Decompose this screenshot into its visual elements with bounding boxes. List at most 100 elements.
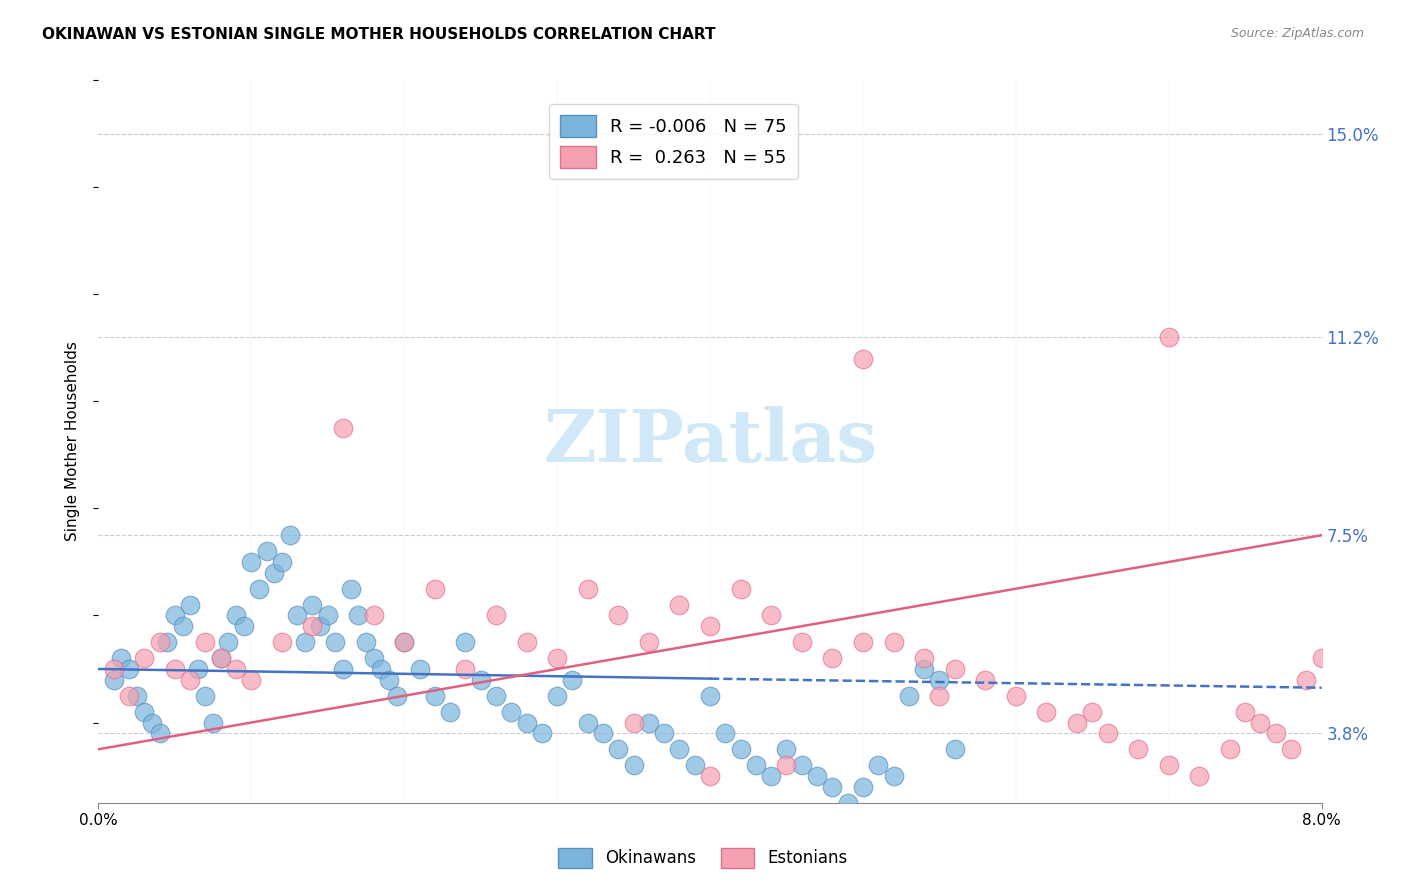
Okinawans	[294, 635, 316, 649]
Okinawans	[363, 651, 385, 665]
Estonians	[576, 582, 599, 596]
Estonians	[1128, 742, 1150, 756]
Okinawans	[912, 662, 935, 676]
Estonians	[1066, 715, 1088, 730]
Okinawans	[868, 758, 890, 772]
Okinawans	[240, 555, 263, 569]
Okinawans	[332, 662, 354, 676]
Okinawans	[110, 651, 132, 665]
Okinawans	[668, 742, 690, 756]
Okinawans	[278, 528, 301, 542]
Okinawans	[285, 608, 308, 623]
Text: OKINAWAN VS ESTONIAN SINGLE MOTHER HOUSEHOLDS CORRELATION CHART: OKINAWAN VS ESTONIAN SINGLE MOTHER HOUSE…	[42, 27, 716, 42]
Estonians	[392, 635, 416, 649]
Okinawans	[592, 726, 614, 740]
Okinawans	[247, 582, 270, 596]
Estonians	[1234, 705, 1257, 719]
Okinawans	[209, 651, 232, 665]
Text: ZIPatlas: ZIPatlas	[543, 406, 877, 477]
Okinawans	[623, 758, 645, 772]
Estonians	[134, 651, 156, 665]
Estonians	[1081, 705, 1104, 719]
Okinawans	[683, 758, 706, 772]
Okinawans	[149, 726, 172, 740]
Estonians	[546, 651, 568, 665]
Okinawans	[194, 689, 217, 703]
Okinawans	[156, 635, 179, 649]
Okinawans	[501, 705, 523, 719]
Estonians	[363, 608, 385, 623]
Estonians	[454, 662, 477, 676]
Estonians	[623, 715, 645, 730]
Estonians	[163, 662, 186, 676]
Okinawans	[202, 715, 225, 730]
Estonians	[637, 635, 661, 649]
Okinawans	[515, 715, 537, 730]
Okinawans	[576, 715, 599, 730]
Okinawans	[172, 619, 194, 633]
Estonians	[1279, 742, 1302, 756]
Okinawans	[339, 582, 361, 596]
Estonians	[225, 662, 247, 676]
Okinawans	[530, 726, 553, 740]
Estonians	[912, 651, 935, 665]
Estonians	[1157, 330, 1180, 344]
Okinawans	[316, 608, 339, 623]
Okinawans	[761, 769, 783, 783]
Okinawans	[423, 689, 446, 703]
Okinawans	[134, 705, 156, 719]
Okinawans	[454, 635, 477, 649]
Okinawans	[378, 673, 401, 687]
Okinawans	[561, 673, 583, 687]
Estonians	[1157, 758, 1180, 772]
Legend: R = -0.006   N = 75, R =  0.263   N = 55: R = -0.006 N = 75, R = 0.263 N = 55	[548, 103, 797, 178]
Estonians	[699, 769, 721, 783]
Okinawans	[270, 555, 294, 569]
Estonians	[790, 635, 813, 649]
Okinawans	[408, 662, 430, 676]
Estonians	[1295, 673, 1317, 687]
Okinawans	[714, 726, 737, 740]
Estonians	[1264, 726, 1286, 740]
Okinawans	[607, 742, 630, 756]
Okinawans	[354, 635, 377, 649]
Estonians	[761, 608, 783, 623]
Okinawans	[347, 608, 370, 623]
Text: Source: ZipAtlas.com: Source: ZipAtlas.com	[1230, 27, 1364, 40]
Okinawans	[370, 662, 392, 676]
Okinawans	[179, 598, 201, 612]
Okinawans	[141, 715, 163, 730]
Okinawans	[103, 673, 125, 687]
Okinawans	[125, 689, 148, 703]
Estonians	[1004, 689, 1026, 703]
Okinawans	[392, 635, 416, 649]
Estonians	[821, 651, 844, 665]
Estonians	[699, 619, 721, 633]
Okinawans	[439, 705, 461, 719]
Okinawans	[256, 544, 278, 558]
Okinawans	[897, 689, 920, 703]
Estonians	[775, 758, 797, 772]
Estonians	[209, 651, 232, 665]
Estonians	[1310, 651, 1333, 665]
Estonians	[1219, 742, 1241, 756]
Okinawans	[225, 608, 247, 623]
Estonians	[974, 673, 997, 687]
Okinawans	[699, 689, 721, 703]
Okinawans	[775, 742, 797, 756]
Okinawans	[883, 769, 905, 783]
Estonians	[423, 582, 446, 596]
Estonians	[668, 598, 690, 612]
Estonians	[1035, 705, 1057, 719]
Okinawans	[652, 726, 675, 740]
Okinawans	[806, 769, 828, 783]
Estonians	[852, 635, 875, 649]
Okinawans	[263, 566, 285, 580]
Legend: Okinawans, Estonians: Okinawans, Estonians	[551, 841, 855, 875]
Estonians	[1097, 726, 1119, 740]
Estonians	[607, 608, 630, 623]
Estonians	[240, 673, 263, 687]
Estonians	[194, 635, 217, 649]
Okinawans	[852, 780, 875, 794]
Okinawans	[325, 635, 347, 649]
